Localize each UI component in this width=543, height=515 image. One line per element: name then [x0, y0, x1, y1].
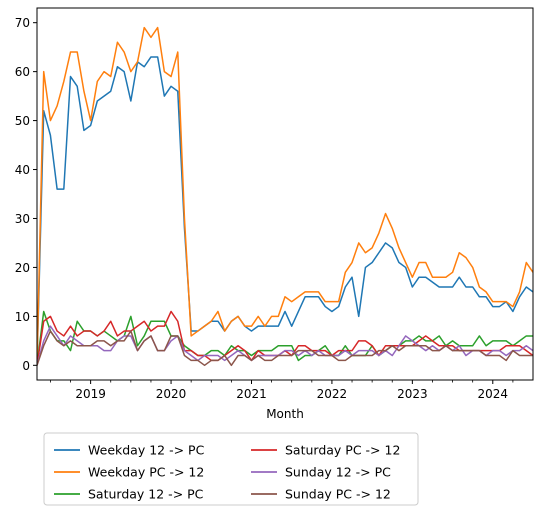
- legend-label-saturday-pc-12: Saturday PC -> 12: [285, 443, 400, 458]
- legend-label-sunday-pc-12: Sunday PC -> 12: [285, 487, 391, 502]
- series-line-sunday-pc-12: [37, 330, 533, 367]
- legend-label-weekday-12-pc: Weekday 12 -> PC: [88, 443, 205, 458]
- x-axis: 2019 2020 2021 2022 2023 2024: [50, 380, 514, 401]
- y-tick-label: 70: [15, 16, 30, 30]
- y-axis: 0 10 20 30 40 50 60 70: [15, 16, 37, 373]
- x-axis-title: Month: [266, 407, 304, 421]
- legend-label-sunday-12-pc: Sunday 12 -> PC: [285, 465, 391, 480]
- series-lines: [37, 26, 533, 367]
- y-tick-label: 30: [15, 212, 30, 226]
- x-tick-label: 2023: [397, 387, 428, 401]
- x-tick-label: 2019: [75, 387, 106, 401]
- y-tick-label: 50: [15, 114, 30, 128]
- y-tick-label: 20: [15, 261, 30, 275]
- x-tick-label: 2022: [317, 387, 348, 401]
- y-tick-label: 60: [15, 65, 30, 79]
- y-tick-label: 0: [22, 359, 30, 373]
- x-tick-label: 2021: [236, 387, 267, 401]
- y-tick-label: 40: [15, 163, 30, 177]
- x-tick-label: 2024: [478, 387, 509, 401]
- plot-frame: [36, 7, 534, 381]
- legend-label-weekday-pc-12: Weekday PC -> 12: [88, 465, 204, 480]
- legend: Weekday 12 -> PC Weekday PC -> 12 Saturday…: [43, 432, 419, 506]
- series-line-saturday-12-pc: [37, 310, 533, 366]
- series-line-weekday-pc-12: [37, 26, 533, 366]
- legend-frame: [43, 432, 419, 506]
- x-tick-label: 2020: [156, 387, 187, 401]
- series-line-saturday-pc-12: [37, 310, 533, 366]
- legend-label-saturday-12-pc: Saturday 12 -> PC: [88, 487, 204, 502]
- y-tick-label: 10: [15, 310, 30, 324]
- series-line-weekday-12-pc: [37, 56, 533, 366]
